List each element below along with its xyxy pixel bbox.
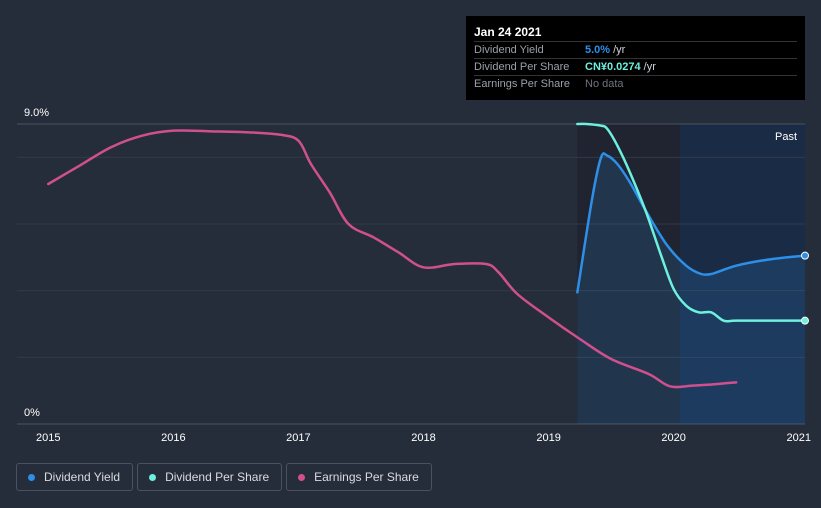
end-marker-dividend-per-share bbox=[801, 316, 809, 325]
tooltip-label: Dividend Per Share bbox=[474, 61, 570, 73]
legend-item-earnings-per-share[interactable]: Earnings Per Share bbox=[286, 463, 432, 491]
legend-item-dividend-yield[interactable]: Dividend Yield bbox=[16, 463, 134, 491]
legend-label: Earnings Per Share bbox=[314, 470, 419, 484]
past-label: Past bbox=[775, 131, 797, 143]
series-line-earnings-per-share bbox=[47, 129, 738, 389]
tooltip-value: 5.0% bbox=[585, 44, 611, 56]
tooltip-label: Earnings Per Share bbox=[474, 78, 570, 90]
tooltip-value: No data bbox=[585, 78, 624, 90]
x-tick-label: 2015 bbox=[36, 432, 60, 444]
x-tick-label: 2021 bbox=[787, 432, 811, 444]
legend-label: Dividend Per Share bbox=[165, 470, 270, 484]
y-tick-label-top: 9.0% bbox=[24, 107, 49, 119]
series-line-dividend-yield bbox=[576, 152, 807, 294]
tooltip-row-dividend-per-share: Dividend Per Share CN¥0.0274 /yr bbox=[474, 58, 797, 75]
tooltip-unit: /yr bbox=[643, 61, 656, 73]
dot-icon bbox=[149, 473, 157, 481]
dot-icon bbox=[298, 473, 306, 481]
x-tick-label: 2018 bbox=[411, 432, 435, 444]
series-line-dividend-per-share bbox=[576, 122, 807, 323]
dividend-yield-area bbox=[577, 153, 805, 424]
tooltip-row-earnings-per-share: Earnings Per Share No data bbox=[474, 75, 797, 92]
x-tick-label: 2019 bbox=[536, 432, 560, 444]
tooltip-label: Dividend Yield bbox=[474, 44, 544, 56]
end-marker-dividend-yield bbox=[801, 251, 809, 260]
dot-icon bbox=[28, 473, 35, 481]
tooltip: Jan 24 2021 Dividend Yield 5.0% /yr Divi… bbox=[466, 16, 805, 100]
tooltip-date: Jan 24 2021 bbox=[474, 25, 542, 39]
legend-label: Dividend Yield bbox=[44, 470, 121, 484]
tooltip-unit: /yr bbox=[613, 44, 626, 56]
x-tick-label: 2016 bbox=[161, 432, 185, 444]
tooltip-value: CN¥0.0274 bbox=[585, 61, 641, 73]
tooltip-row-dividend-yield: Dividend Yield 5.0% /yr bbox=[474, 41, 797, 58]
legend-item-dividend-per-share[interactable]: Dividend Per Share bbox=[137, 463, 283, 491]
legend: Dividend Yield Dividend Per Share Earnin… bbox=[16, 463, 432, 491]
y-tick-label-bottom: 0% bbox=[24, 407, 40, 419]
x-tick-label: 2017 bbox=[286, 432, 310, 444]
x-tick-label: 2020 bbox=[661, 432, 685, 444]
